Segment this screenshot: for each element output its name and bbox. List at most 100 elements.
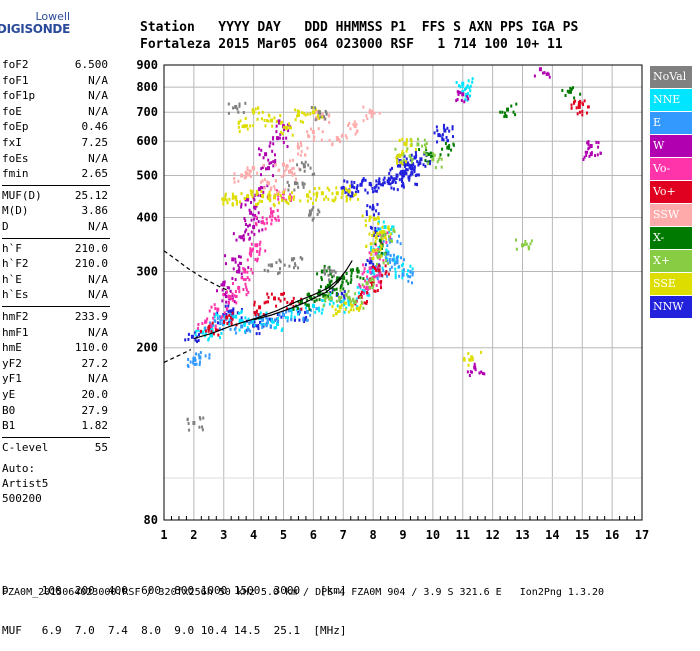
echo-dot [272,160,275,164]
x-tick-label: 9 [399,528,406,542]
echo-dot [328,302,331,306]
echo-dot [238,320,241,324]
echo-dot [370,265,373,269]
echo-dot [349,308,352,312]
echo-dot [277,218,280,222]
echo-point [416,142,420,147]
echo-dot [376,265,379,269]
echo-dot [348,310,351,314]
echo-dot [323,296,326,300]
echo-dot [407,274,410,278]
echo-dot [256,249,259,253]
echo-dot [440,157,443,161]
echo-dot [257,313,260,317]
echo-dot [341,192,344,196]
echo-point [443,128,447,133]
echo-dot [219,315,222,319]
echo-dot [369,270,372,274]
echo-dot [405,168,408,172]
echo-dot [451,127,454,131]
echo-dot [356,275,359,279]
echo-dot [525,242,528,246]
echo-dot [245,293,248,297]
echo-dot [418,148,421,152]
echo-dot [262,313,265,317]
echo-dot [222,202,225,206]
echo-dot [505,115,508,119]
param-row: foE N/A [2,105,108,121]
echo-point [383,232,387,237]
echo-dot [204,331,207,335]
echo-dot [444,141,447,145]
echo-dot [270,222,273,226]
echo-dot [212,332,215,336]
logo-line1: Lowell [35,10,70,23]
echo-dot [266,269,269,273]
echo-dot [258,199,261,203]
echo-dot [316,307,319,311]
echo-dot [291,173,294,177]
echo-dot [332,313,335,317]
echo-dot [321,298,324,302]
echo-dot [241,319,244,323]
table-cell: 800 [161,584,195,597]
x-tick-label: 16 [605,528,619,542]
echo-dot [215,289,218,293]
echo-dot [293,188,296,192]
echo-dot [378,264,381,268]
param-name: foF1p [2,89,36,103]
echo-dot [225,307,228,311]
echo-dot [249,254,252,258]
echo-dot [227,310,230,314]
echo-dot [240,272,243,276]
echo-dot [270,318,273,322]
echo-point [207,326,211,331]
echo-dot [231,196,234,200]
echo-dot [256,171,259,175]
echo-dot [286,319,289,323]
echo-dot [383,176,386,180]
echo-dot [401,137,404,141]
y-tick-label: 200 [136,341,158,355]
echo-dot [249,169,252,173]
echo-dot [377,248,380,252]
echo-dot [338,276,341,280]
echo-point [577,104,581,109]
echo-dot [308,190,311,194]
echo-dot [278,271,281,275]
autoscaling-label: Auto: [2,462,36,476]
echo-dot [374,240,377,244]
echo-dot [561,88,564,92]
echo-dot [546,71,549,75]
echo-dot [317,208,320,212]
echo-dot [323,264,326,268]
echo-dot [410,153,413,157]
echo-dot [272,320,275,324]
echo-dot [284,199,287,203]
echo-dot [259,311,262,315]
echo-dot [329,272,332,276]
echo-dot [363,267,366,271]
echo-dot [439,153,442,157]
echo-point [431,157,435,162]
echo-dot [400,177,403,181]
echo-dot [334,196,337,200]
echo-dot [232,298,235,302]
echo-dot [255,215,258,219]
echo-dot [214,326,217,330]
echo-dot [263,222,266,226]
echo-dot [340,303,343,307]
echo-dot [274,159,277,163]
echo-dot [294,108,297,112]
echo-point [401,272,405,277]
param-row: h`Es N/A [2,288,108,304]
echo-dot [382,178,385,182]
echo-dot [233,180,236,184]
echo-dot [270,292,273,296]
echo-point [276,136,280,141]
echo-dot [291,158,294,162]
param-row: fmin 2.65 [2,167,108,183]
echo-dot [235,270,238,274]
echo-dot [401,175,404,179]
echo-dot [368,219,371,223]
